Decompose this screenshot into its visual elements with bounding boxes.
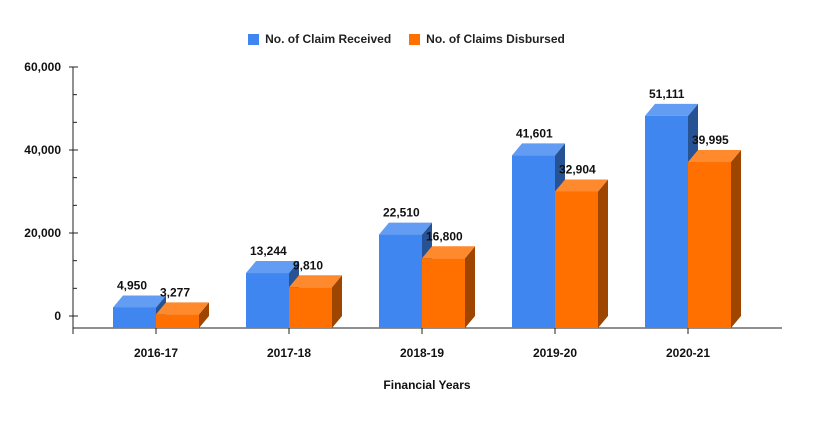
bar-side [332,275,342,328]
bar-top [645,103,698,116]
y-tick-label: 60,000 [24,60,61,74]
x-axis-title: Financial Years [383,378,470,392]
bar-top [512,143,565,156]
legend-item-disbursed[interactable]: No. of Claims Disbursed [409,32,565,46]
bar-side [199,302,209,328]
bar-top [555,179,608,192]
bar [645,115,688,329]
bar-top [379,222,432,235]
bar-top [422,246,475,259]
data-label: 3,277 [160,285,190,299]
bar [246,273,289,328]
data-label: 41,601 [516,126,553,140]
x-tick-label: 2019-20 [533,346,577,360]
bar-side [465,246,475,328]
data-label: 9,810 [293,258,323,272]
data-label: 16,800 [426,229,463,243]
x-tick-label: 2017-18 [267,346,311,360]
data-label: 51,111 [649,87,685,101]
data-label: 13,244 [250,244,287,258]
bar-top [688,150,741,163]
y-tick-label: 40,000 [24,143,61,157]
bar [512,155,555,328]
bar [289,287,332,328]
bar [113,307,156,328]
bar [688,162,731,328]
bar [422,258,465,328]
y-tick-label: 20,000 [24,226,61,240]
bar [555,191,598,328]
x-tick-label: 2020-21 [666,346,710,360]
legend-swatch-disbursed [409,33,421,45]
data-label: 4,950 [117,278,147,292]
bar-side [731,150,741,328]
legend-swatch-received [248,33,260,45]
bar-top [113,295,166,308]
bar [156,314,199,328]
bar-side [598,179,608,328]
legend-item-received[interactable]: No. of Claim Received [248,32,391,46]
bar-top [246,261,299,274]
bar-top [289,275,342,288]
data-label: 32,904 [559,162,596,176]
y-tick-label: 0 [54,309,61,323]
data-label: 22,510 [383,206,420,220]
x-tick-label: 2018-19 [400,346,444,360]
bar [379,234,422,328]
legend-label-disbursed: No. of Claims Disbursed [426,32,565,46]
x-tick-label: 2016-17 [134,346,178,360]
legend-label-received: No. of Claim Received [265,32,392,46]
bar-top [156,302,209,315]
data-label: 39,995 [692,133,729,147]
chart-legend: No. of Claim Received No. of Claims Disb… [0,32,813,46]
